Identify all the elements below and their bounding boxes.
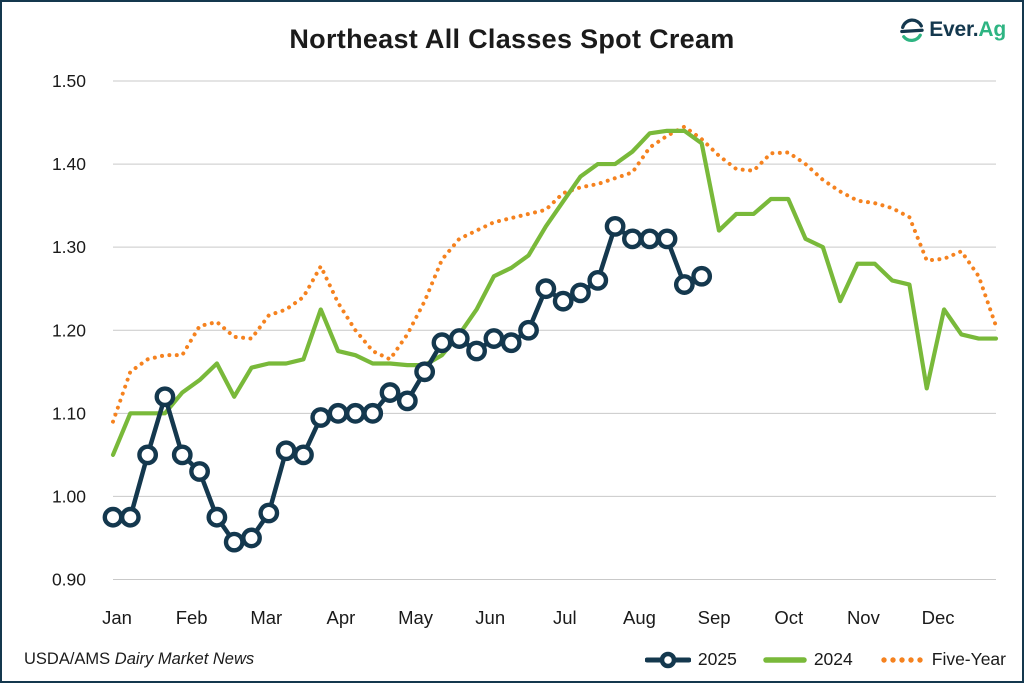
y-tick-label: 1.20: [52, 320, 86, 340]
data-point-marker: [518, 319, 539, 341]
legend-item-five-year: Five-Year: [879, 649, 1006, 670]
x-tick-label: Jul: [553, 607, 577, 628]
data-point-marker: [500, 332, 522, 354]
data-point-marker: [189, 461, 210, 482]
data-point-marker: [466, 340, 487, 362]
data-point-marker: [656, 228, 678, 250]
data-point-marker: [604, 215, 626, 237]
everag-logo-accent: Ag: [978, 18, 1006, 41]
data-point-marker: [327, 402, 349, 424]
y-tick-label: 0.90: [52, 570, 86, 590]
data-point-marker: [448, 328, 470, 349]
y-tick-label: 1.10: [52, 403, 86, 423]
x-tick-label: Apr: [327, 607, 356, 628]
data-point-marker: [275, 440, 297, 462]
data-point-marker: [206, 506, 228, 528]
data-point-marker: [587, 269, 609, 291]
everag-logo-primary: Ever.: [929, 18, 979, 41]
x-tick-label: Feb: [176, 607, 208, 628]
data-point-marker: [293, 444, 314, 466]
legend-swatch-2024: [763, 656, 807, 663]
source-org: USDA/AMS: [24, 650, 111, 668]
data-point-marker: [396, 390, 418, 412]
data-point-marker: [171, 444, 193, 466]
source-publication: Dairy Market News: [114, 650, 255, 668]
chart-legend: 2025 2024 Five-Year: [644, 649, 1006, 670]
x-tick-label: Nov: [847, 607, 881, 628]
y-tick-label: 1.40: [52, 154, 86, 174]
legend-item-2025: 2025: [644, 649, 737, 670]
y-tick-label: 1.50: [52, 71, 86, 91]
legend-swatch-2025: [644, 651, 691, 668]
source-attribution: USDA/AMS Dairy Market News: [24, 650, 254, 669]
x-tick-label: May: [398, 607, 434, 628]
data-point-marker: [552, 290, 574, 312]
legend-swatch-five-year: [881, 656, 923, 663]
data-point-marker: [379, 382, 401, 403]
legend-label-2025: 2025: [697, 649, 737, 669]
data-point-marker: [691, 265, 713, 287]
series-line-2025: [110, 224, 704, 545]
data-point-marker: [622, 228, 643, 250]
legend-label-2024: 2024: [813, 649, 853, 669]
data-point-marker: [137, 444, 159, 466]
series-line-2024: [110, 128, 999, 457]
legend-item-2024: 2024: [763, 649, 853, 670]
x-tick-label: Jun: [475, 607, 505, 628]
data-point-marker: [154, 386, 176, 408]
data-point-marker: [362, 402, 384, 424]
series-line-five-year: [111, 124, 998, 424]
chart-footer: USDA/AMS Dairy Market News 2025 2024: [24, 649, 1006, 670]
x-tick-label: Aug: [623, 607, 656, 628]
page-title: Northeast All Classes Spot Cream: [289, 24, 735, 54]
data-point-marker: [119, 506, 141, 528]
x-tick-label: Oct: [774, 607, 803, 628]
everag-logo-text: Ever.Ag: [929, 18, 1006, 42]
data-point-marker: [102, 506, 124, 528]
x-tick-label: Mar: [250, 607, 282, 628]
data-point-marker: [483, 328, 505, 349]
data-point-marker: [639, 228, 661, 250]
data-point-marker: [414, 361, 436, 383]
data-point-marker: [570, 282, 591, 304]
x-tick-label: Sep: [698, 607, 731, 628]
x-tick-label: Jan: [102, 607, 132, 628]
data-point-marker: [673, 274, 695, 295]
data-point-marker: [431, 332, 453, 354]
y-tick-label: 1.30: [52, 237, 86, 257]
x-tick-label: Dec: [922, 607, 955, 628]
everag-logo-icon: [900, 18, 924, 42]
legend-label-five-year: Five-Year: [931, 649, 1006, 669]
everag-logo: Ever.Ag: [899, 17, 1006, 43]
data-point-marker: [241, 527, 262, 549]
data-point-marker: [344, 402, 366, 424]
y-tick-label: 1.00: [52, 486, 86, 506]
data-point-marker: [535, 278, 557, 300]
data-point-marker: [258, 502, 280, 524]
data-point-marker: [310, 407, 332, 428]
data-point-marker: [223, 531, 245, 553]
